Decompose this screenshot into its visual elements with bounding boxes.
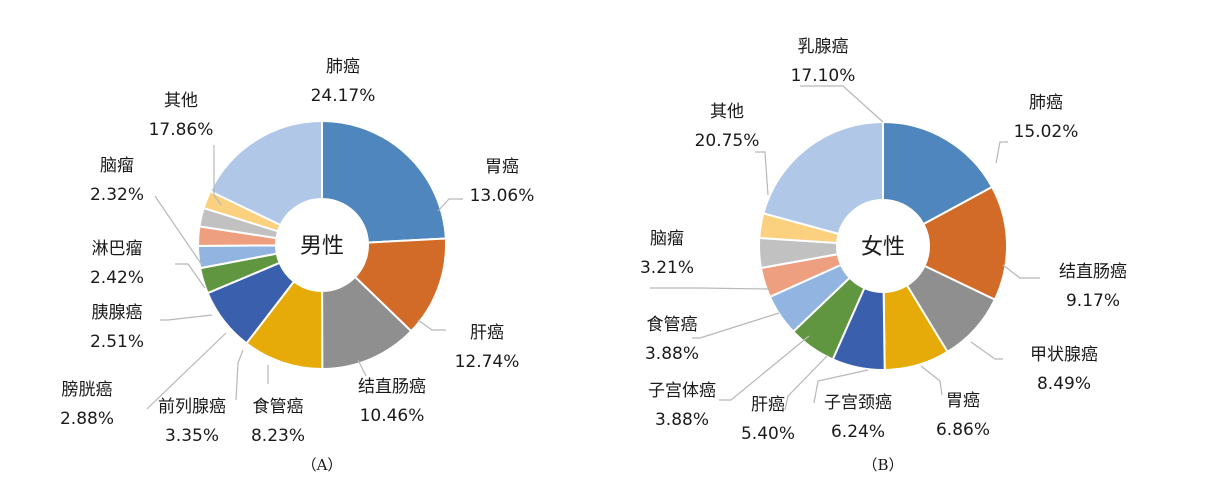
slice-value-label: 8.49% (1037, 374, 1091, 394)
slice-name-label: 其他 (710, 102, 744, 122)
slice-value-label: 17.10% (791, 66, 856, 86)
slice-value-label: 2.88% (60, 409, 114, 429)
leader-line (357, 359, 367, 377)
slice-value-label: 17.86% (149, 120, 214, 140)
leader-line (235, 349, 244, 401)
leader-line (784, 354, 829, 411)
slice-name-label: 子宫体癌 (648, 381, 716, 401)
slice-value-label: 2.51% (90, 332, 144, 352)
slice-value-label: 2.32% (90, 185, 144, 205)
slice-name-label: 结直肠癌 (1059, 262, 1127, 282)
slice-name-label: 膀胱癌 (62, 380, 113, 400)
slice-name-label: 胰腺癌 (92, 303, 143, 323)
slice-value-label: 10.46% (360, 406, 425, 426)
slice-value-label: 6.86% (936, 420, 990, 440)
slice-name-label: 前列腺癌 (158, 397, 226, 417)
slice-value-label: 3.88% (655, 410, 709, 430)
leader-line (160, 314, 213, 321)
slice-name-label: 淋巴瘤 (92, 239, 143, 259)
donut-chart-female: 乳腺癌 17.10% 肺癌 15.02% 结直肠癌 9.17% 甲状腺癌 8.49% 胃癌 6.8… (640, 37, 1127, 474)
leader-line (154, 195, 203, 266)
slice-name-label: 脑瘤 (650, 229, 684, 249)
slice-value-label: 20.75% (695, 131, 760, 151)
leader-line (213, 145, 222, 206)
caption-a: （A） (302, 456, 343, 474)
donut-chart-male: 肺癌 24.17% 胃癌 13.06% 肝癌 12.74% 结直肠癌 10.46% 食管癌 8.2… (60, 57, 534, 474)
leader-line (417, 319, 446, 331)
leader-line (175, 263, 206, 289)
leader-line (650, 287, 770, 290)
slice-name-label: 食管癌 (647, 315, 698, 335)
leader-line (1002, 264, 1040, 279)
slice-value-label: 6.24% (831, 422, 885, 442)
caption-b: （B） (862, 456, 903, 474)
slice-value-label: 15.02% (1014, 122, 1079, 142)
slice-name-label: 胃癌 (485, 157, 519, 177)
slice-value-label: 12.74% (455, 352, 520, 372)
slice-value-label: 13.06% (470, 186, 535, 206)
slice-value-label: 9.17% (1066, 291, 1120, 311)
donut-slice-female-1 (922, 185, 1008, 301)
donut-slice-male-0 (321, 119, 447, 244)
slice-value-label: 8.23% (251, 426, 305, 446)
leader-line (692, 312, 780, 339)
leader-line (813, 369, 869, 404)
leader-line (970, 341, 1003, 360)
donut-slice-male-10 (208, 119, 323, 227)
slice-name-label: 子宫颈癌 (824, 393, 892, 413)
slice-name-label: 肝癌 (470, 323, 504, 343)
slice-name-label: 食管癌 (253, 397, 304, 417)
slice-value-label: 2.42% (90, 268, 144, 288)
leader-line (920, 365, 943, 396)
donut-slice-female-0 (882, 120, 994, 226)
slice-name-label: 乳腺癌 (798, 37, 849, 57)
slice-value-label: 3.21% (640, 258, 694, 278)
slice-name-label: 肝癌 (751, 395, 785, 415)
leader-line (800, 85, 884, 123)
slice-name-label: 结直肠癌 (358, 377, 426, 397)
center-label-male: 男性 (300, 234, 344, 259)
leader-line (755, 151, 769, 196)
slice-value-label: 24.17% (311, 86, 376, 106)
slice-value-label: 3.35% (165, 426, 219, 446)
leader-line (437, 198, 463, 212)
center-label-female: 女性 (861, 235, 905, 260)
leader-line (719, 335, 810, 401)
slice-name-label: 其他 (164, 91, 198, 111)
slice-name-label: 肺癌 (326, 57, 360, 77)
slice-name-label: 甲状腺癌 (1030, 345, 1098, 365)
slice-name-label: 脑瘤 (100, 156, 134, 176)
leader-line (146, 332, 227, 410)
slice-name-label: 胃癌 (946, 391, 980, 411)
slice-value-label: 5.40% (741, 424, 795, 444)
donut-slice-female-10 (762, 120, 884, 236)
slice-value-label: 3.88% (645, 344, 699, 364)
slice-name-label: 肺癌 (1029, 93, 1063, 113)
leader-line (995, 141, 1008, 164)
